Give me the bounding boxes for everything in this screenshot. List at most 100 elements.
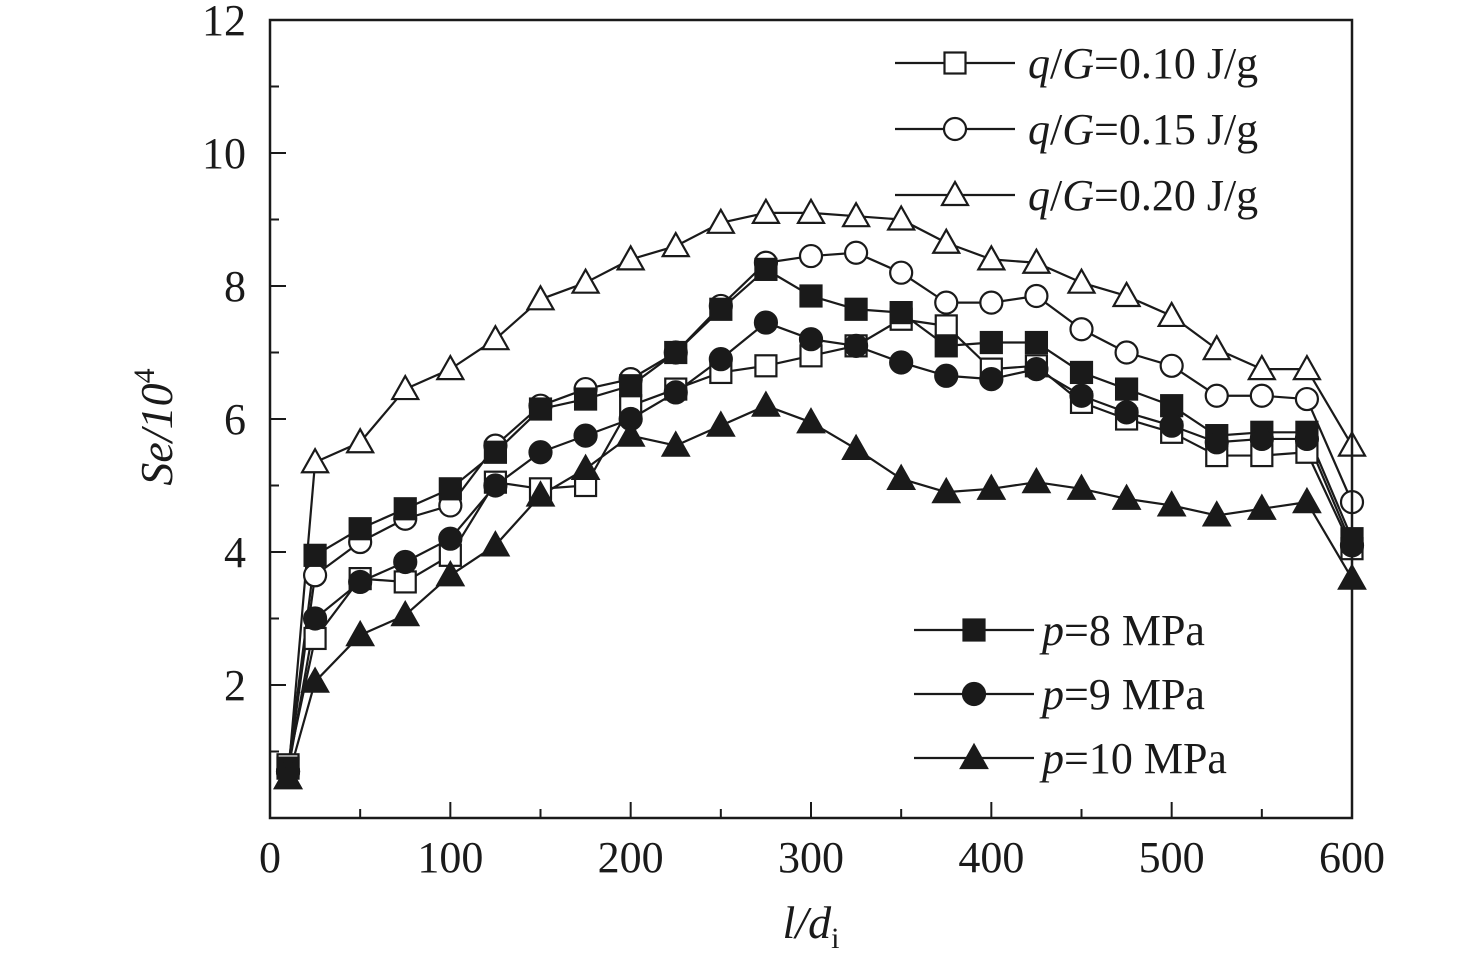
data-point (663, 380, 688, 405)
data-point (303, 626, 327, 651)
x-tick-label: 500 (1139, 833, 1205, 882)
data-point (1024, 330, 1049, 355)
legend-item (914, 618, 1034, 642)
data-point (1204, 383, 1229, 408)
data-point (525, 284, 556, 311)
data-point (1156, 490, 1187, 517)
data-point (1069, 317, 1094, 342)
data-point (843, 333, 869, 358)
data-point (483, 473, 508, 498)
series-p-10-mpa (286, 404, 1353, 779)
data-point (1111, 483, 1142, 510)
data-point (615, 244, 646, 271)
data-point (273, 762, 303, 790)
y-tick-label: 4 (224, 528, 246, 577)
data-point (841, 433, 871, 461)
x-tick-label: 600 (1319, 833, 1385, 882)
data-point (525, 480, 556, 507)
x-tick-label: 0 (259, 833, 281, 882)
data-point (889, 301, 913, 325)
data-point (1024, 357, 1049, 382)
data-point (754, 354, 778, 378)
data-point (480, 323, 511, 351)
data-point (976, 473, 1007, 500)
data-point (844, 297, 868, 321)
data-point (1246, 353, 1277, 381)
data-point (393, 497, 417, 521)
data-point (1246, 493, 1277, 520)
y-tick-label: 6 (224, 395, 246, 444)
data-point (573, 423, 598, 448)
data-point (390, 373, 421, 401)
data-point (796, 407, 826, 434)
data-point (393, 570, 417, 594)
data-point (979, 290, 1004, 315)
legend-label: p=8 MPa (1039, 606, 1205, 655)
data-point (345, 619, 376, 647)
data-point (528, 440, 553, 465)
data-point (798, 243, 824, 269)
legend-item (914, 681, 1034, 707)
data-point (753, 310, 779, 335)
data-point (1292, 486, 1322, 514)
data-point (798, 327, 824, 352)
data-point (348, 517, 372, 541)
data-point (705, 207, 736, 234)
data-point (1066, 473, 1097, 500)
legend-label: p=10 MPa (1039, 734, 1227, 783)
legend-item (895, 116, 1015, 142)
data-point (979, 330, 1003, 355)
data-point (934, 363, 959, 388)
legend-item (895, 179, 1015, 207)
data-point (1069, 360, 1094, 385)
data-point (889, 350, 914, 375)
data-point (1021, 247, 1052, 274)
data-point (1111, 280, 1142, 308)
data-point (843, 240, 869, 265)
data-point (300, 446, 330, 474)
legend-marker (961, 681, 987, 707)
data-point (886, 204, 917, 231)
data-point (528, 397, 553, 421)
data-point (754, 257, 778, 281)
legend-marker (942, 116, 968, 142)
axes: 0 100 200 300 400 500 600 2 4 6 8 10 12 l/di Se/104 (128, 0, 1385, 955)
data-point (1294, 426, 1320, 452)
y-tick-label: 8 (224, 262, 246, 311)
legend-marker (940, 179, 970, 207)
data-point (1249, 383, 1274, 408)
data-point (570, 453, 601, 480)
data-point (1156, 300, 1187, 328)
y-axis-title: Se/104 (128, 368, 182, 485)
data-point (1160, 394, 1184, 418)
legend-label: q/G=0.20 J/g (1028, 171, 1258, 220)
x-tick-label: 100 (417, 833, 483, 882)
data-point (708, 347, 733, 372)
data-point (303, 543, 327, 567)
data-point (1201, 333, 1232, 361)
data-point (302, 606, 328, 631)
data-point (1201, 500, 1232, 527)
legend-label: q/G=0.15 J/g (1028, 105, 1258, 154)
data-point (660, 230, 691, 258)
data-point (348, 569, 373, 595)
data-point (1021, 466, 1052, 494)
data-point (1114, 400, 1139, 425)
data-point (393, 549, 418, 575)
y-tick-label: 10 (202, 129, 246, 178)
legend-item (914, 742, 1034, 770)
data-point (1204, 430, 1229, 455)
data-point (435, 560, 466, 587)
data-point (705, 410, 736, 437)
data-point (660, 430, 691, 457)
x-axis-title: l/di (783, 897, 840, 955)
data-point (570, 267, 601, 294)
x-tick-label: 300 (778, 833, 844, 882)
data-point (751, 197, 781, 224)
x-tick-label: 200 (598, 833, 664, 882)
data-point (1114, 377, 1139, 401)
data-point (573, 387, 598, 411)
data-point (931, 476, 962, 504)
data-point (483, 440, 508, 464)
